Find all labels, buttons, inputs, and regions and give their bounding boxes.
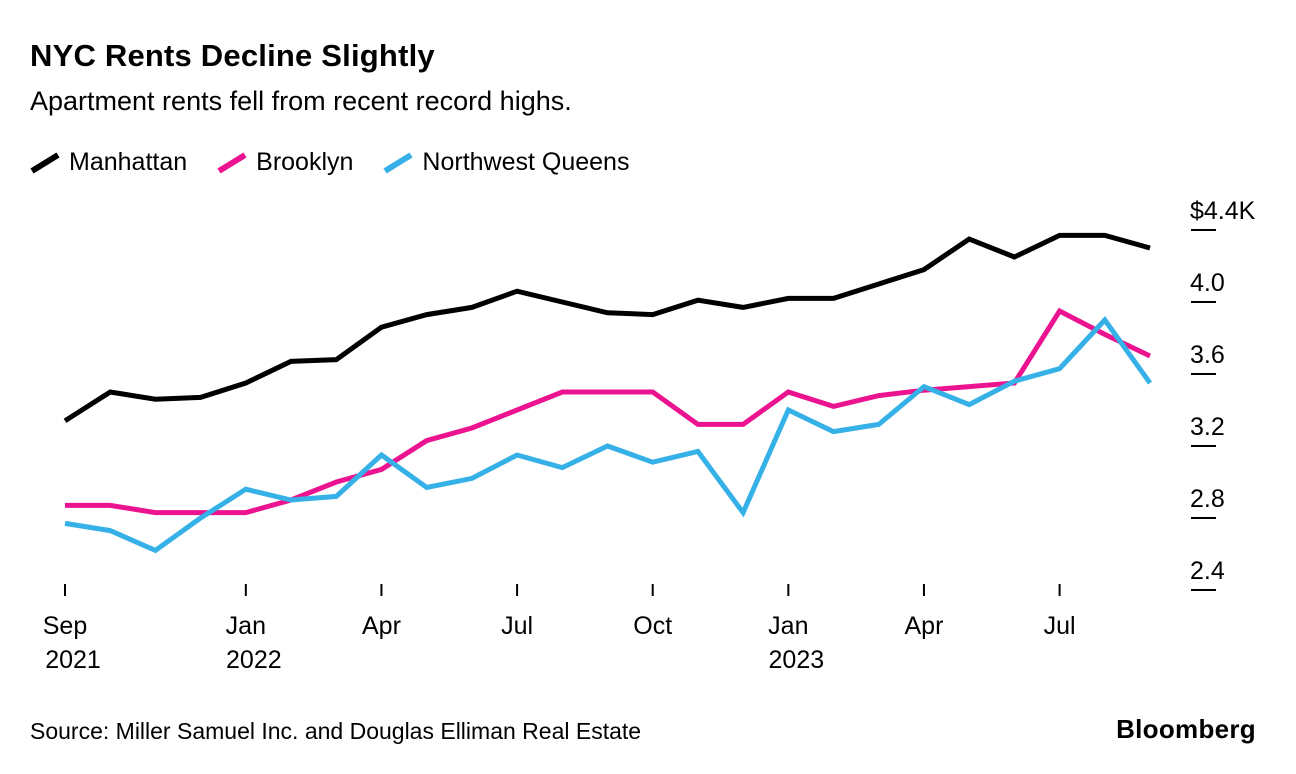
- x-axis-label: Jul: [501, 612, 533, 640]
- y-axis-label: $4.4K: [1190, 197, 1256, 225]
- y-axis-label: 3.2: [1190, 413, 1225, 441]
- legend-swatch-icon: [383, 151, 413, 174]
- bloomberg-logo: Bloomberg: [1116, 714, 1256, 744]
- y-axis-label: 2.4: [1190, 557, 1225, 585]
- x-axis-label: Sep: [43, 612, 87, 640]
- legend-swatch-icon: [30, 151, 60, 174]
- x-axis-year-label: 2022: [226, 646, 282, 674]
- legend-label: Brooklyn: [256, 148, 354, 176]
- y-axis-label: 4.0: [1190, 269, 1225, 297]
- x-axis-year-label: 2023: [769, 646, 825, 674]
- series-line-manhattan: [63, 232, 1151, 423]
- legend-item-northwest-queens: Northwest Queens: [383, 148, 629, 177]
- y-axis-label: 3.6: [1190, 341, 1225, 369]
- series-line-northwest-queens: [64, 316, 1153, 554]
- x-axis-year-label: 2021: [45, 646, 101, 674]
- legend: Manhattan Brooklyn Northwest Queens: [30, 148, 629, 177]
- x-axis-label: Jul: [1044, 612, 1076, 640]
- legend-label: Manhattan: [69, 148, 188, 176]
- x-axis-label: Oct: [633, 612, 672, 640]
- source-note: Source: Miller Samuel Inc. and Douglas E…: [30, 718, 642, 744]
- x-axis-label: Apr: [905, 612, 944, 640]
- legend-label: Northwest Queens: [422, 148, 630, 176]
- x-axis-label: Jan: [768, 612, 808, 640]
- legend-swatch-icon: [217, 151, 247, 174]
- series-line-brooklyn: [65, 307, 1152, 516]
- chart-subtitle: Apartment rents fell from recent record …: [30, 86, 572, 116]
- legend-item-manhattan: Manhattan: [30, 148, 187, 177]
- y-axis-label: 2.8: [1190, 485, 1225, 513]
- line-chart: $4.4K 4.0 3.6 3.2 2.8 2.4 Sep 2021 Jan 2022 Apr Jul…: [43, 197, 1256, 674]
- legend-item-brooklyn: Brooklyn: [217, 148, 353, 177]
- x-axis-label: Apr: [362, 612, 401, 640]
- x-axis-label: Jan: [226, 612, 266, 640]
- chart-title: NYC Rents Decline Slightly: [30, 38, 435, 73]
